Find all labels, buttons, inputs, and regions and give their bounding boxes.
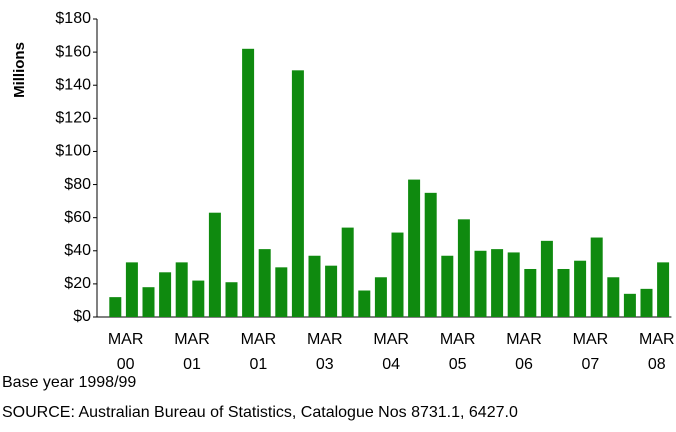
bar — [109, 297, 122, 317]
bar — [657, 262, 670, 317]
y-tick-label: $40 — [64, 242, 91, 259]
bar — [640, 288, 653, 317]
bar — [275, 267, 288, 317]
x-tick-label: MAR 04 — [373, 331, 409, 373]
bar — [242, 48, 255, 318]
bar — [142, 287, 155, 317]
y-tick-label: $120 — [55, 110, 91, 127]
bar — [607, 277, 620, 317]
x-tick-label: MAR 06 — [506, 331, 542, 373]
bar — [457, 219, 470, 317]
bar — [441, 255, 454, 317]
bar — [474, 250, 487, 317]
bar — [424, 192, 437, 317]
x-tick-label: MAR 01 — [174, 331, 210, 373]
x-tick-label: MAR 00 — [107, 331, 144, 373]
y-tick-label: $160 — [55, 43, 91, 60]
y-tick-label: $180 — [55, 10, 91, 27]
bar — [491, 249, 504, 317]
bar — [391, 232, 404, 317]
x-tick-label: MAR 08 — [639, 331, 675, 373]
x-tick-label: MAR 07 — [572, 331, 609, 373]
y-axis-label: Millions — [11, 42, 28, 98]
bar — [557, 268, 570, 317]
bar — [408, 179, 421, 317]
bar — [374, 277, 387, 317]
note: Base year 1998/99 — [2, 374, 137, 391]
bar — [540, 240, 553, 317]
bar — [308, 255, 321, 317]
x-tick-label: MAR 01 — [240, 331, 277, 373]
x-tick-label: MAR 03 — [307, 331, 343, 373]
y-tick-label: $80 — [64, 176, 91, 193]
bar — [623, 293, 636, 317]
bar — [507, 252, 520, 317]
bar — [159, 272, 172, 317]
source: SOURCE: Australian Bureau of Statistics,… — [2, 404, 518, 421]
x-tick-label: MAR 05 — [439, 331, 476, 373]
bar — [341, 227, 354, 317]
bar — [358, 290, 371, 317]
bar — [325, 265, 338, 317]
bar — [590, 237, 603, 317]
y-tick-label: $0 — [73, 308, 91, 325]
y-tick-label: $20 — [64, 275, 91, 292]
bar — [192, 280, 205, 317]
bar — [175, 262, 188, 317]
y-tick-label: $140 — [55, 76, 91, 93]
y-tick-label: $60 — [64, 209, 91, 226]
bar — [524, 268, 537, 317]
y-tick-label: $100 — [55, 143, 91, 160]
bar — [291, 70, 304, 317]
bar — [208, 212, 221, 317]
bar — [258, 249, 271, 317]
bar — [225, 282, 238, 317]
bar — [574, 260, 587, 317]
bar — [125, 262, 138, 317]
